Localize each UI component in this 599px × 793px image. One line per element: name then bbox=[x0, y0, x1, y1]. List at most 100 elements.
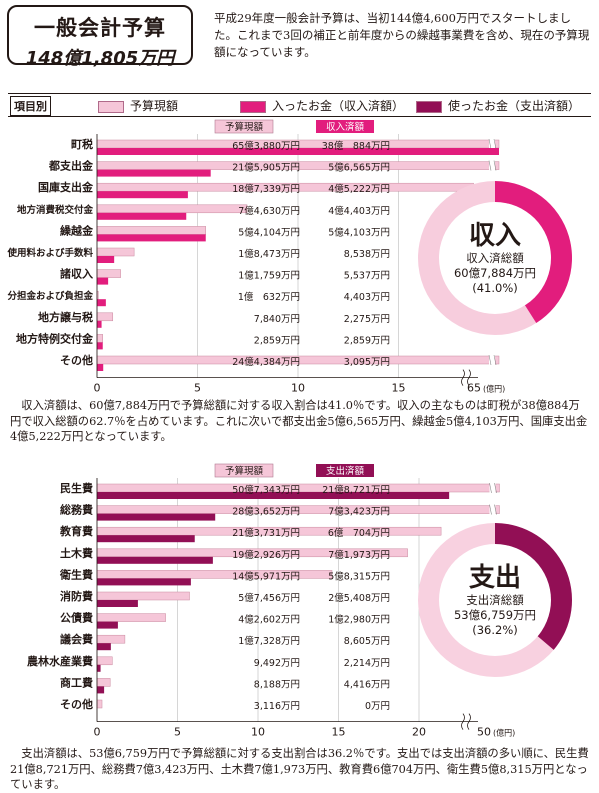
category-label: 議会費 bbox=[60, 632, 93, 646]
bar-break-line bbox=[488, 138, 492, 150]
category-label: 商工費 bbox=[60, 675, 93, 689]
value-label-budget: 1億1,759万円 bbox=[238, 270, 300, 282]
value-label-actual: 0万円 bbox=[365, 701, 390, 712]
column-header-box-actual bbox=[316, 464, 374, 477]
column-header-budget: 予算現額 bbox=[225, 121, 264, 133]
donut-label: 収入済総額 bbox=[466, 251, 524, 265]
bar-budget bbox=[96, 247, 135, 257]
bar-break-line bbox=[493, 160, 497, 171]
value-label-actual: 5億4,103万円 bbox=[328, 226, 390, 238]
bar-actual bbox=[97, 169, 211, 177]
value-label-actual: 5億8,315万円 bbox=[328, 570, 390, 582]
value-label-budget: 9,492万円 bbox=[254, 658, 300, 669]
category-label: 教育費 bbox=[59, 524, 93, 538]
bar-budget bbox=[96, 634, 126, 644]
donut-center bbox=[439, 202, 551, 314]
category-label: その他 bbox=[60, 353, 93, 367]
bar-break-line bbox=[489, 482, 492, 494]
donut-title: 収入 bbox=[469, 221, 521, 251]
value-label-actual: 4億4,403万円 bbox=[328, 205, 390, 217]
legend-label-expenditure: 使ったお金（支出済額） bbox=[448, 99, 581, 113]
legend-item-revenue: 入ったお金（収入済額） bbox=[240, 97, 404, 114]
value-label-budget: 50億7,343万円 bbox=[232, 484, 300, 496]
value-label-actual: 2,859万円 bbox=[344, 335, 390, 346]
value-label-budget: 7億4,630万円 bbox=[238, 205, 300, 217]
legend: 項目別 予算現額 入ったお金（収入済額） 使ったお金（支出済額） bbox=[8, 93, 591, 117]
bar-actual bbox=[97, 320, 102, 328]
donut-percent: (41.0%) bbox=[472, 281, 518, 295]
bar-budget bbox=[96, 613, 166, 622]
tick-label: 10 bbox=[291, 382, 305, 393]
tick-label: 10 bbox=[251, 726, 265, 739]
bar-budget bbox=[96, 204, 248, 214]
bar-actual bbox=[97, 513, 216, 521]
value-label-actual: 5億6,565万円 bbox=[328, 162, 390, 174]
bar-break-gap bbox=[489, 504, 496, 515]
value-label-budget: 65億3,880万円 bbox=[232, 140, 300, 152]
bar-break-line bbox=[488, 160, 492, 171]
bar-actual bbox=[97, 342, 103, 350]
bar-budget bbox=[96, 334, 103, 343]
bar-actual bbox=[97, 664, 101, 672]
bar-budget bbox=[96, 312, 114, 322]
value-label-actual: 6億 704万円 bbox=[328, 527, 390, 539]
bar-actual bbox=[97, 578, 191, 586]
value-label-actual: 1億2,980万円 bbox=[328, 614, 390, 626]
legend-swatch-budget bbox=[98, 100, 124, 113]
category-label: 土木費 bbox=[60, 546, 93, 560]
bar-break-gap bbox=[489, 355, 495, 365]
value-label-actual: 7億3,423万円 bbox=[328, 506, 390, 518]
donut-amount: 60億7,884万円 bbox=[454, 266, 536, 280]
legend-title: 項目別 bbox=[10, 96, 51, 116]
category-label: 諸収入 bbox=[60, 267, 93, 281]
column-header-box-budget bbox=[214, 463, 274, 478]
value-label-actual: 7億1,973万円 bbox=[328, 549, 390, 561]
value-label-budget: 18億7,339万円 bbox=[232, 183, 300, 195]
value-label-actual: 38億 884万円 bbox=[322, 140, 390, 152]
value-label-actual: 5,537万円 bbox=[344, 271, 390, 282]
bar-budget bbox=[96, 269, 121, 278]
bar-break-line bbox=[493, 138, 497, 150]
bar-actual bbox=[97, 299, 106, 307]
column-header-budget: 予算現額 bbox=[225, 465, 264, 477]
value-label-budget: 7,840万円 bbox=[254, 314, 300, 325]
bar-actual bbox=[97, 556, 213, 564]
column-header-box-budget bbox=[214, 119, 274, 134]
value-label-actual: 4億5,222万円 bbox=[328, 183, 390, 195]
revenue-note: 収入済額は、60億7,884万円で予算総額に対する収入割合は41.0％です。収入… bbox=[10, 399, 588, 443]
value-label-budget: 5億4,104万円 bbox=[238, 226, 300, 238]
legend-label-revenue: 入ったお金（収入済額） bbox=[272, 99, 405, 113]
value-label-budget: 14億5,971万円 bbox=[232, 570, 300, 582]
page-title: 一般会計予算 bbox=[34, 16, 166, 40]
tick-label: 20 bbox=[412, 726, 426, 739]
category-label: 公債費 bbox=[60, 611, 93, 625]
value-label-actual: 2,214万円 bbox=[344, 658, 390, 669]
bar-break-line bbox=[494, 482, 497, 494]
bar-break-gap bbox=[489, 483, 496, 493]
category-label: 都支出金 bbox=[48, 159, 94, 173]
legend-item-budget: 予算現額 bbox=[98, 97, 178, 114]
value-label-actual: 8,605万円 bbox=[344, 636, 390, 647]
bar-budget bbox=[96, 656, 113, 666]
bar-budget bbox=[96, 678, 111, 687]
tick-label: 5 bbox=[194, 382, 201, 393]
category-label: 衛生費 bbox=[59, 567, 93, 581]
value-label-budget: 2,859万円 bbox=[254, 335, 300, 346]
bar-budget bbox=[96, 591, 190, 601]
value-label-actual: 21億8,721万円 bbox=[322, 484, 390, 496]
value-label-budget: 8,188万円 bbox=[254, 679, 300, 690]
value-label-budget: 3,116万円 bbox=[254, 701, 300, 712]
legend-label-budget: 予算現額 bbox=[130, 99, 179, 113]
category-label: 地方譲与税 bbox=[38, 310, 93, 324]
legend-swatch-expenditure bbox=[416, 100, 442, 113]
value-label-budget: 24億4,384万円 bbox=[232, 356, 300, 368]
bar-actual bbox=[97, 535, 195, 543]
x-unit-label: (億円) bbox=[483, 384, 505, 393]
value-label-budget: 1億8,473万円 bbox=[238, 248, 300, 260]
bar-actual bbox=[97, 643, 111, 651]
value-label-budget: 4億2,602万円 bbox=[238, 614, 300, 626]
bar-break-line bbox=[493, 354, 497, 366]
value-label-budget: 21億3,731万円 bbox=[232, 527, 300, 539]
